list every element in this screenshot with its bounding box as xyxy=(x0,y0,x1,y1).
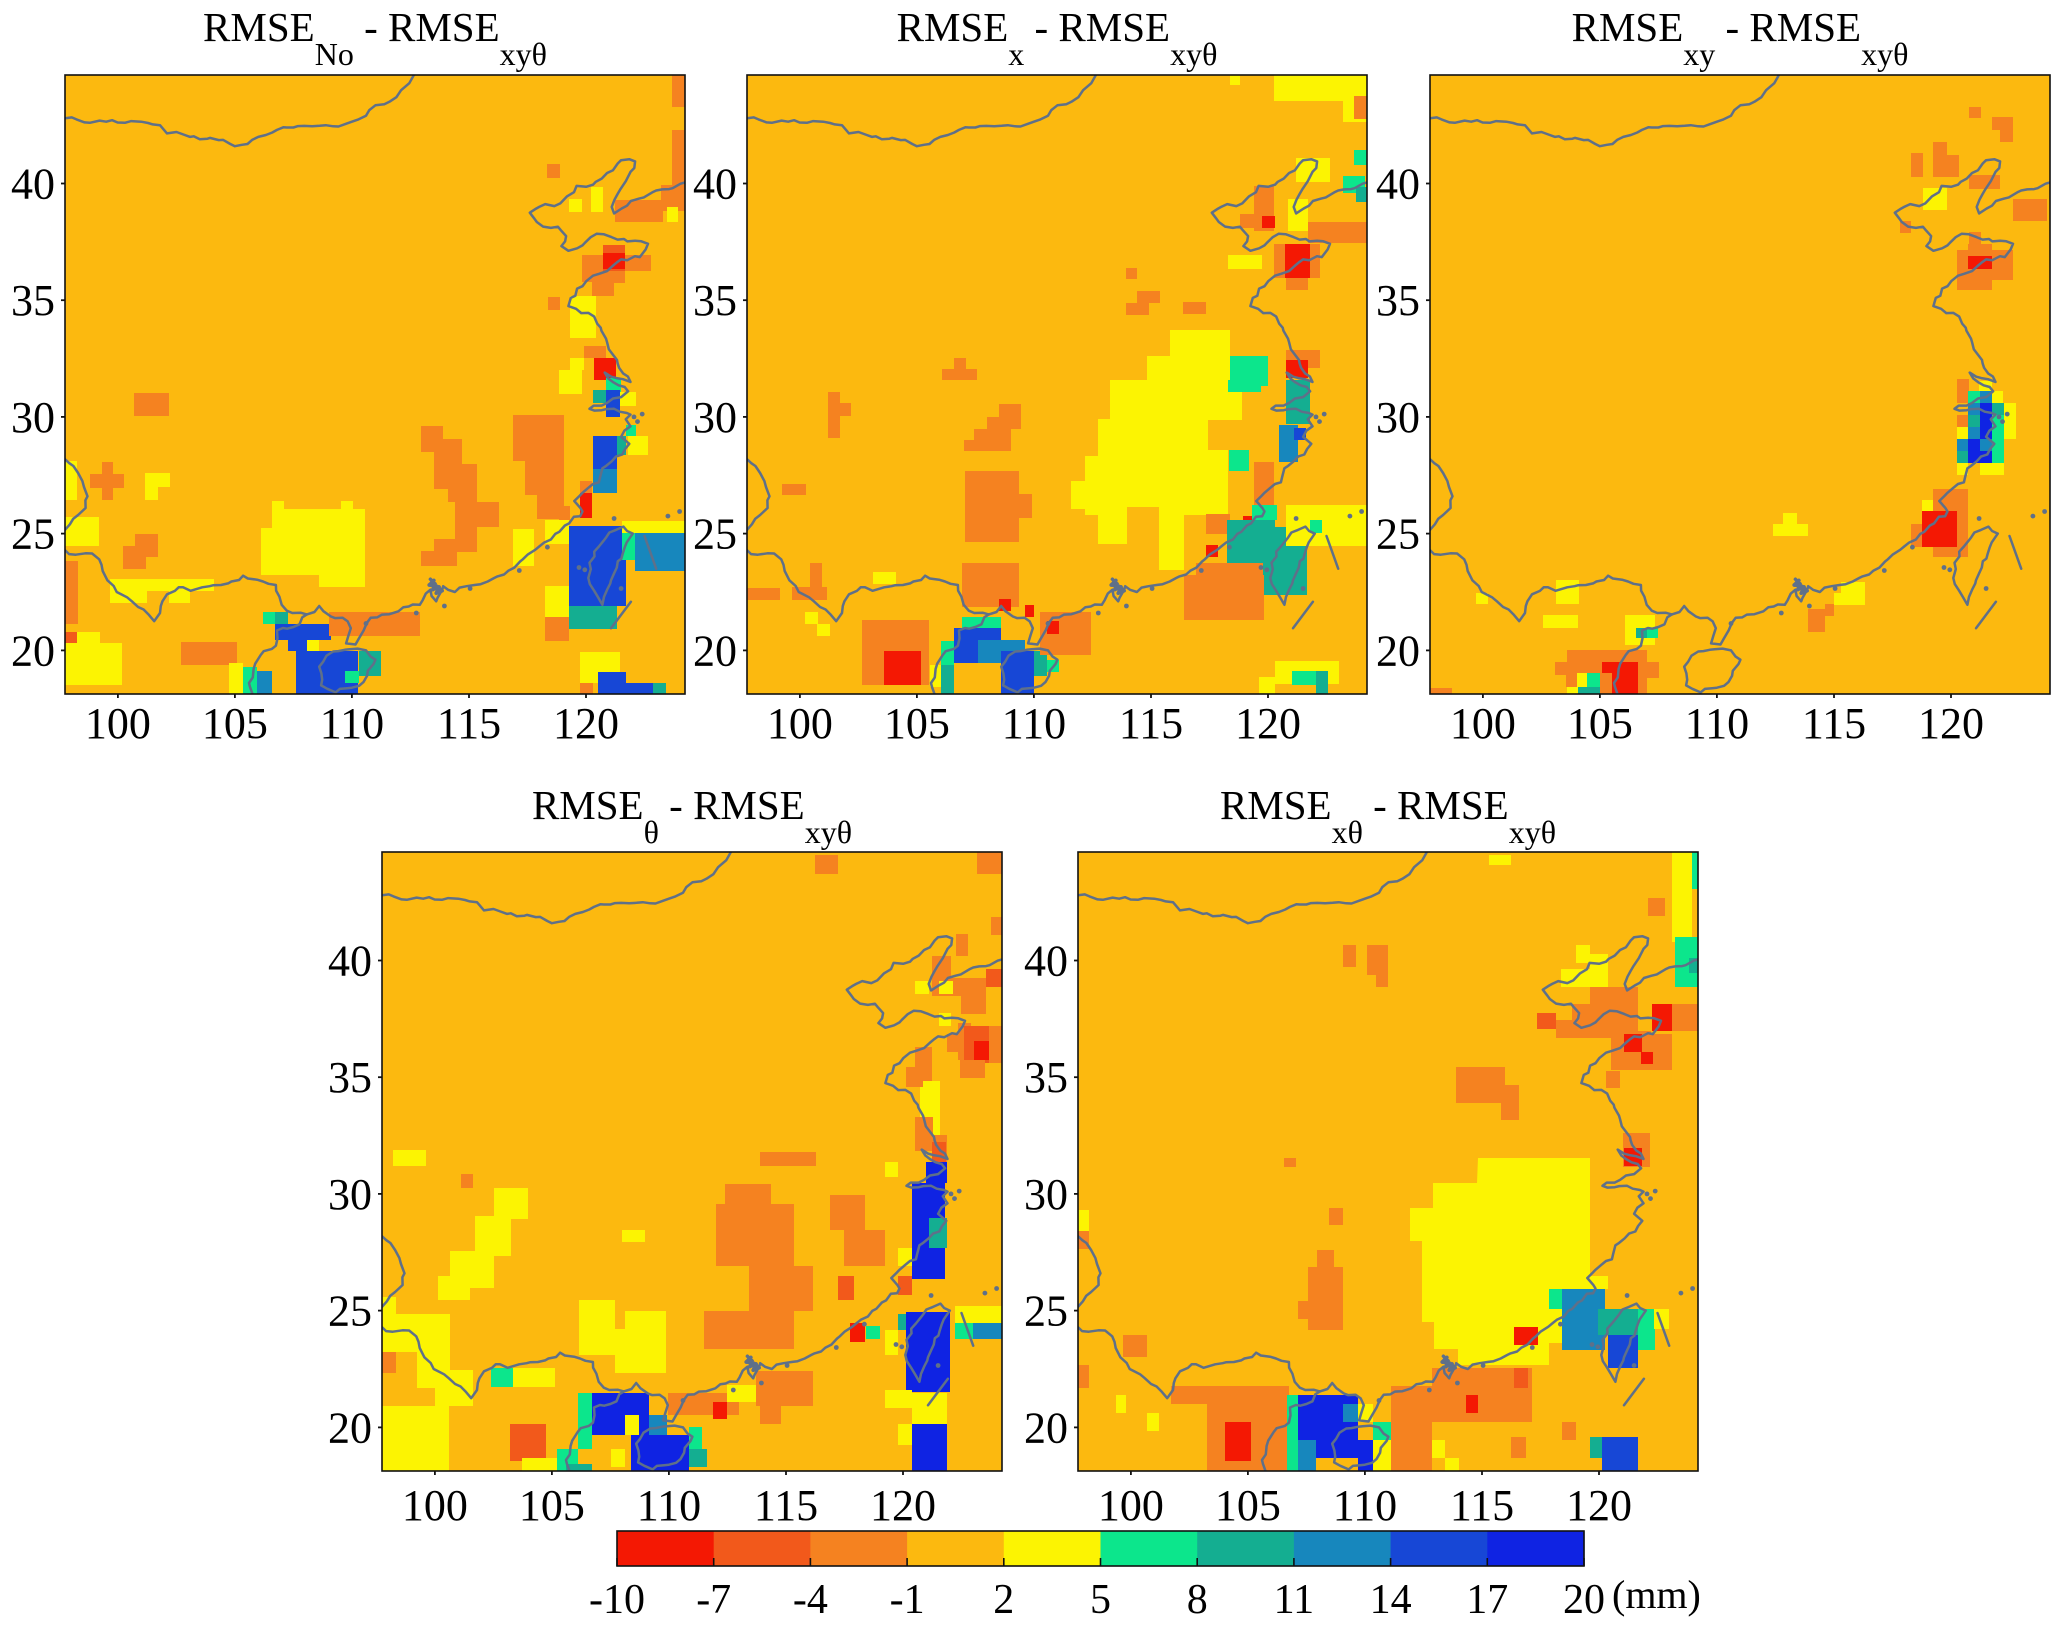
svg-text:17: 17 xyxy=(1466,1577,1508,1623)
svg-text:25: 25 xyxy=(1024,1287,1068,1336)
svg-text:40: 40 xyxy=(328,937,372,986)
svg-text:115: 115 xyxy=(1802,699,1866,748)
svg-text:115: 115 xyxy=(1450,1481,1514,1530)
svg-text:115: 115 xyxy=(754,1481,818,1530)
svg-text:35: 35 xyxy=(11,276,55,325)
svg-text:120: 120 xyxy=(870,1481,936,1530)
svg-text:30: 30 xyxy=(1024,1170,1068,1219)
svg-text:100: 100 xyxy=(1450,699,1516,748)
svg-text:-1: -1 xyxy=(890,1577,925,1623)
svg-text:100: 100 xyxy=(767,699,833,748)
svg-text:25: 25 xyxy=(328,1287,372,1336)
svg-text:40: 40 xyxy=(1376,160,1420,209)
svg-text:30: 30 xyxy=(693,393,737,442)
svg-text:115: 115 xyxy=(437,699,501,748)
svg-text:120: 120 xyxy=(1918,699,1984,748)
svg-text:20: 20 xyxy=(11,626,55,675)
svg-text:105: 105 xyxy=(1215,1481,1281,1530)
svg-text:35: 35 xyxy=(328,1053,372,1102)
svg-text:25: 25 xyxy=(1376,510,1420,559)
svg-text:(mm): (mm) xyxy=(1612,1572,1701,1617)
svg-text:5: 5 xyxy=(1090,1577,1111,1623)
svg-text:105: 105 xyxy=(1567,699,1633,748)
svg-text:120: 120 xyxy=(1566,1481,1632,1530)
svg-text:115: 115 xyxy=(1119,699,1183,748)
svg-text:35: 35 xyxy=(1376,276,1420,325)
svg-text:14: 14 xyxy=(1370,1577,1412,1623)
svg-text:-4: -4 xyxy=(793,1577,828,1623)
svg-text:30: 30 xyxy=(1376,393,1420,442)
svg-text:105: 105 xyxy=(884,699,950,748)
svg-text:20: 20 xyxy=(1376,626,1420,675)
svg-text:35: 35 xyxy=(693,276,737,325)
svg-text:40: 40 xyxy=(11,160,55,209)
svg-text:25: 25 xyxy=(693,510,737,559)
svg-text:20: 20 xyxy=(1024,1403,1068,1452)
svg-text:20: 20 xyxy=(693,626,737,675)
svg-text:30: 30 xyxy=(328,1170,372,1219)
svg-text:100: 100 xyxy=(85,699,151,748)
svg-text:120: 120 xyxy=(553,699,619,748)
svg-text:-10: -10 xyxy=(589,1577,645,1623)
svg-text:8: 8 xyxy=(1187,1577,1208,1623)
svg-text:110: 110 xyxy=(1685,699,1749,748)
svg-text:-7: -7 xyxy=(696,1577,731,1623)
svg-text:20: 20 xyxy=(328,1403,372,1452)
svg-text:110: 110 xyxy=(1002,699,1066,748)
svg-text:105: 105 xyxy=(519,1481,585,1530)
svg-text:110: 110 xyxy=(637,1481,701,1530)
svg-text:20: 20 xyxy=(1563,1577,1605,1623)
svg-text:35: 35 xyxy=(1024,1053,1068,1102)
svg-text:100: 100 xyxy=(1098,1481,1164,1530)
svg-text:30: 30 xyxy=(11,393,55,442)
svg-text:110: 110 xyxy=(1333,1481,1397,1530)
svg-text:120: 120 xyxy=(1235,699,1301,748)
svg-text:105: 105 xyxy=(202,699,268,748)
svg-text:40: 40 xyxy=(1024,937,1068,986)
svg-text:25: 25 xyxy=(11,510,55,559)
svg-text:11: 11 xyxy=(1274,1577,1314,1623)
svg-text:2: 2 xyxy=(993,1577,1014,1623)
svg-text:40: 40 xyxy=(693,160,737,209)
svg-text:100: 100 xyxy=(402,1481,468,1530)
svg-text:110: 110 xyxy=(320,699,384,748)
